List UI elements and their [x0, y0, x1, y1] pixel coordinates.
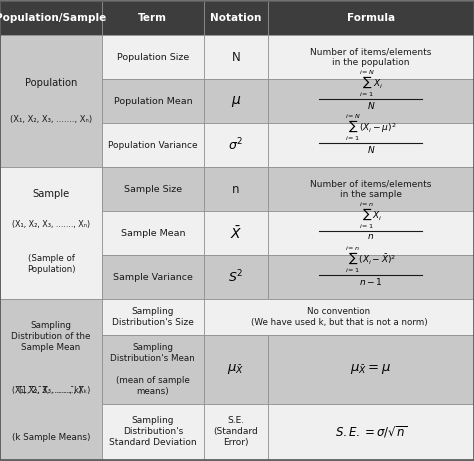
Bar	[204, 79, 268, 123]
Text: Sampling
Distribution's
Standard Deviation: Sampling Distribution's Standard Deviati…	[109, 416, 197, 447]
Bar	[102, 404, 204, 460]
Bar	[102, 335, 204, 404]
Bar	[0, 300, 102, 460]
Bar	[102, 35, 204, 79]
Text: S.E.
(Standard
Error): S.E. (Standard Error)	[213, 416, 258, 447]
Text: $\sum_{i=1}^{i=N} X_i$: $\sum_{i=1}^{i=N} X_i$	[359, 69, 383, 99]
Bar	[204, 255, 268, 300]
Text: $\sum_{i=1}^{i=N}(X_i - \mu)^2$: $\sum_{i=1}^{i=N}(X_i - \mu)^2$	[345, 112, 397, 143]
Text: $\mu$: $\mu$	[231, 94, 241, 109]
Bar	[102, 211, 204, 255]
Bar	[102, 79, 204, 123]
Bar	[204, 123, 268, 167]
Bar	[102, 167, 204, 211]
Text: $\sum_{i=1}^{i=n} X_i$: $\sum_{i=1}^{i=n} X_i$	[359, 201, 383, 231]
Text: Number of items/elements
in the sample: Number of items/elements in the sample	[310, 179, 432, 199]
Bar	[102, 255, 204, 300]
Bar	[204, 35, 268, 79]
Bar	[268, 35, 474, 79]
Bar	[204, 335, 268, 404]
Text: $\bar{X}$: $\bar{X}$	[229, 225, 242, 242]
Text: No convention
(We have used k, but that is not a norm): No convention (We have used k, but that …	[251, 307, 427, 327]
Text: (̄1, ̄2, ̄3, ......., ̄k): (̄1, ̄2, ̄3, ......., ̄k)	[19, 386, 82, 395]
Bar	[0, 35, 102, 167]
Text: Notation: Notation	[210, 13, 262, 23]
Text: Term: Term	[138, 13, 167, 23]
Bar	[204, 211, 268, 255]
Bar	[102, 300, 204, 335]
Text: Population/Sample: Population/Sample	[0, 13, 107, 23]
Text: $N$: $N$	[367, 100, 375, 111]
Bar	[268, 1, 474, 35]
Text: $n-1$: $n-1$	[359, 277, 383, 287]
Bar	[204, 404, 268, 460]
Bar	[0, 1, 102, 35]
Text: Sampling
Distribution's Size: Sampling Distribution's Size	[112, 307, 194, 327]
Bar	[268, 167, 474, 211]
Text: $S^2$: $S^2$	[228, 269, 244, 286]
Bar	[204, 1, 268, 35]
Bar	[0, 167, 102, 300]
Text: $N$: $N$	[367, 144, 375, 155]
Text: Sampling
Distribution of the
Sample Mean: Sampling Distribution of the Sample Mean	[11, 321, 91, 352]
Bar	[268, 255, 474, 300]
Text: $\mu_{\bar{X}}$: $\mu_{\bar{X}}$	[227, 362, 245, 376]
Text: N: N	[231, 51, 240, 64]
Text: $n$: $n$	[367, 232, 374, 241]
Text: Formula: Formula	[347, 13, 395, 23]
Bar	[268, 211, 474, 255]
Text: (X̅₁, X̅₂, X̅₃, ......., X̅ₖ): (X̅₁, X̅₂, X̅₃, ......., X̅ₖ)	[12, 386, 90, 395]
Text: (X₁, X₂, X₃, ......., Xₙ): (X₁, X₂, X₃, ......., Xₙ)	[12, 219, 90, 229]
Bar	[204, 300, 474, 335]
Text: Sample Size: Sample Size	[124, 185, 182, 194]
Bar	[268, 404, 474, 460]
Text: Population: Population	[25, 77, 77, 88]
Text: (X₁, X₂, X₃, ......., Xₙ): (X₁, X₂, X₃, ......., Xₙ)	[10, 115, 92, 124]
Text: Sample: Sample	[32, 189, 70, 199]
Bar	[102, 123, 204, 167]
Bar	[268, 79, 474, 123]
Bar	[268, 335, 474, 404]
Bar	[268, 123, 474, 167]
Bar	[204, 167, 268, 211]
Text: (Sample of
Population): (Sample of Population)	[27, 254, 75, 274]
Text: (k Sample Means): (k Sample Means)	[12, 433, 90, 442]
Bar	[102, 1, 204, 35]
Text: Sample Variance: Sample Variance	[113, 273, 193, 282]
Text: n: n	[232, 183, 239, 196]
Text: $\sum_{i=1}^{i=n}(X_i - \bar{X})^2$: $\sum_{i=1}^{i=n}(X_i - \bar{X})^2$	[345, 245, 397, 275]
Text: Population Size: Population Size	[117, 53, 189, 62]
Text: $\sigma^2$: $\sigma^2$	[228, 137, 243, 154]
Text: Sampling
Distribution's Mean

(mean of sample
means): Sampling Distribution's Mean (mean of sa…	[110, 343, 195, 396]
Text: $\mu_{\bar{X}} = \mu$: $\mu_{\bar{X}} = \mu$	[350, 362, 392, 376]
Text: Number of items/elements
in the population: Number of items/elements in the populati…	[310, 47, 432, 67]
Text: Population Variance: Population Variance	[108, 141, 198, 150]
Text: Population Mean: Population Mean	[114, 97, 192, 106]
Text: $S.E. = \sigma / \sqrt{n}$: $S.E. = \sigma / \sqrt{n}$	[335, 424, 407, 439]
Text: Sample Mean: Sample Mean	[120, 229, 185, 238]
